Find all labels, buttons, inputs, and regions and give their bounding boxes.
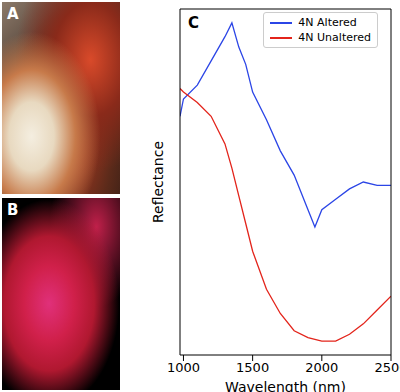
svg-text:2000: 2000 [305, 360, 338, 375]
svg-text:2500: 2500 [374, 360, 400, 375]
svg-text:1000: 1000 [167, 360, 200, 375]
svg-text:Reflectance: Reflectance [150, 141, 166, 223]
html-text:A: A [7, 5, 19, 23]
html-text:C: C [188, 14, 199, 32]
html-text:4N Altered: 4N Altered [298, 16, 357, 29]
html-text:B: B [7, 201, 19, 219]
html-text:4N Unaltered: 4N Unaltered [298, 31, 371, 44]
svg-text:1500: 1500 [236, 360, 269, 375]
svg-text:Wavelength (nm): Wavelength (nm) [225, 379, 346, 392]
